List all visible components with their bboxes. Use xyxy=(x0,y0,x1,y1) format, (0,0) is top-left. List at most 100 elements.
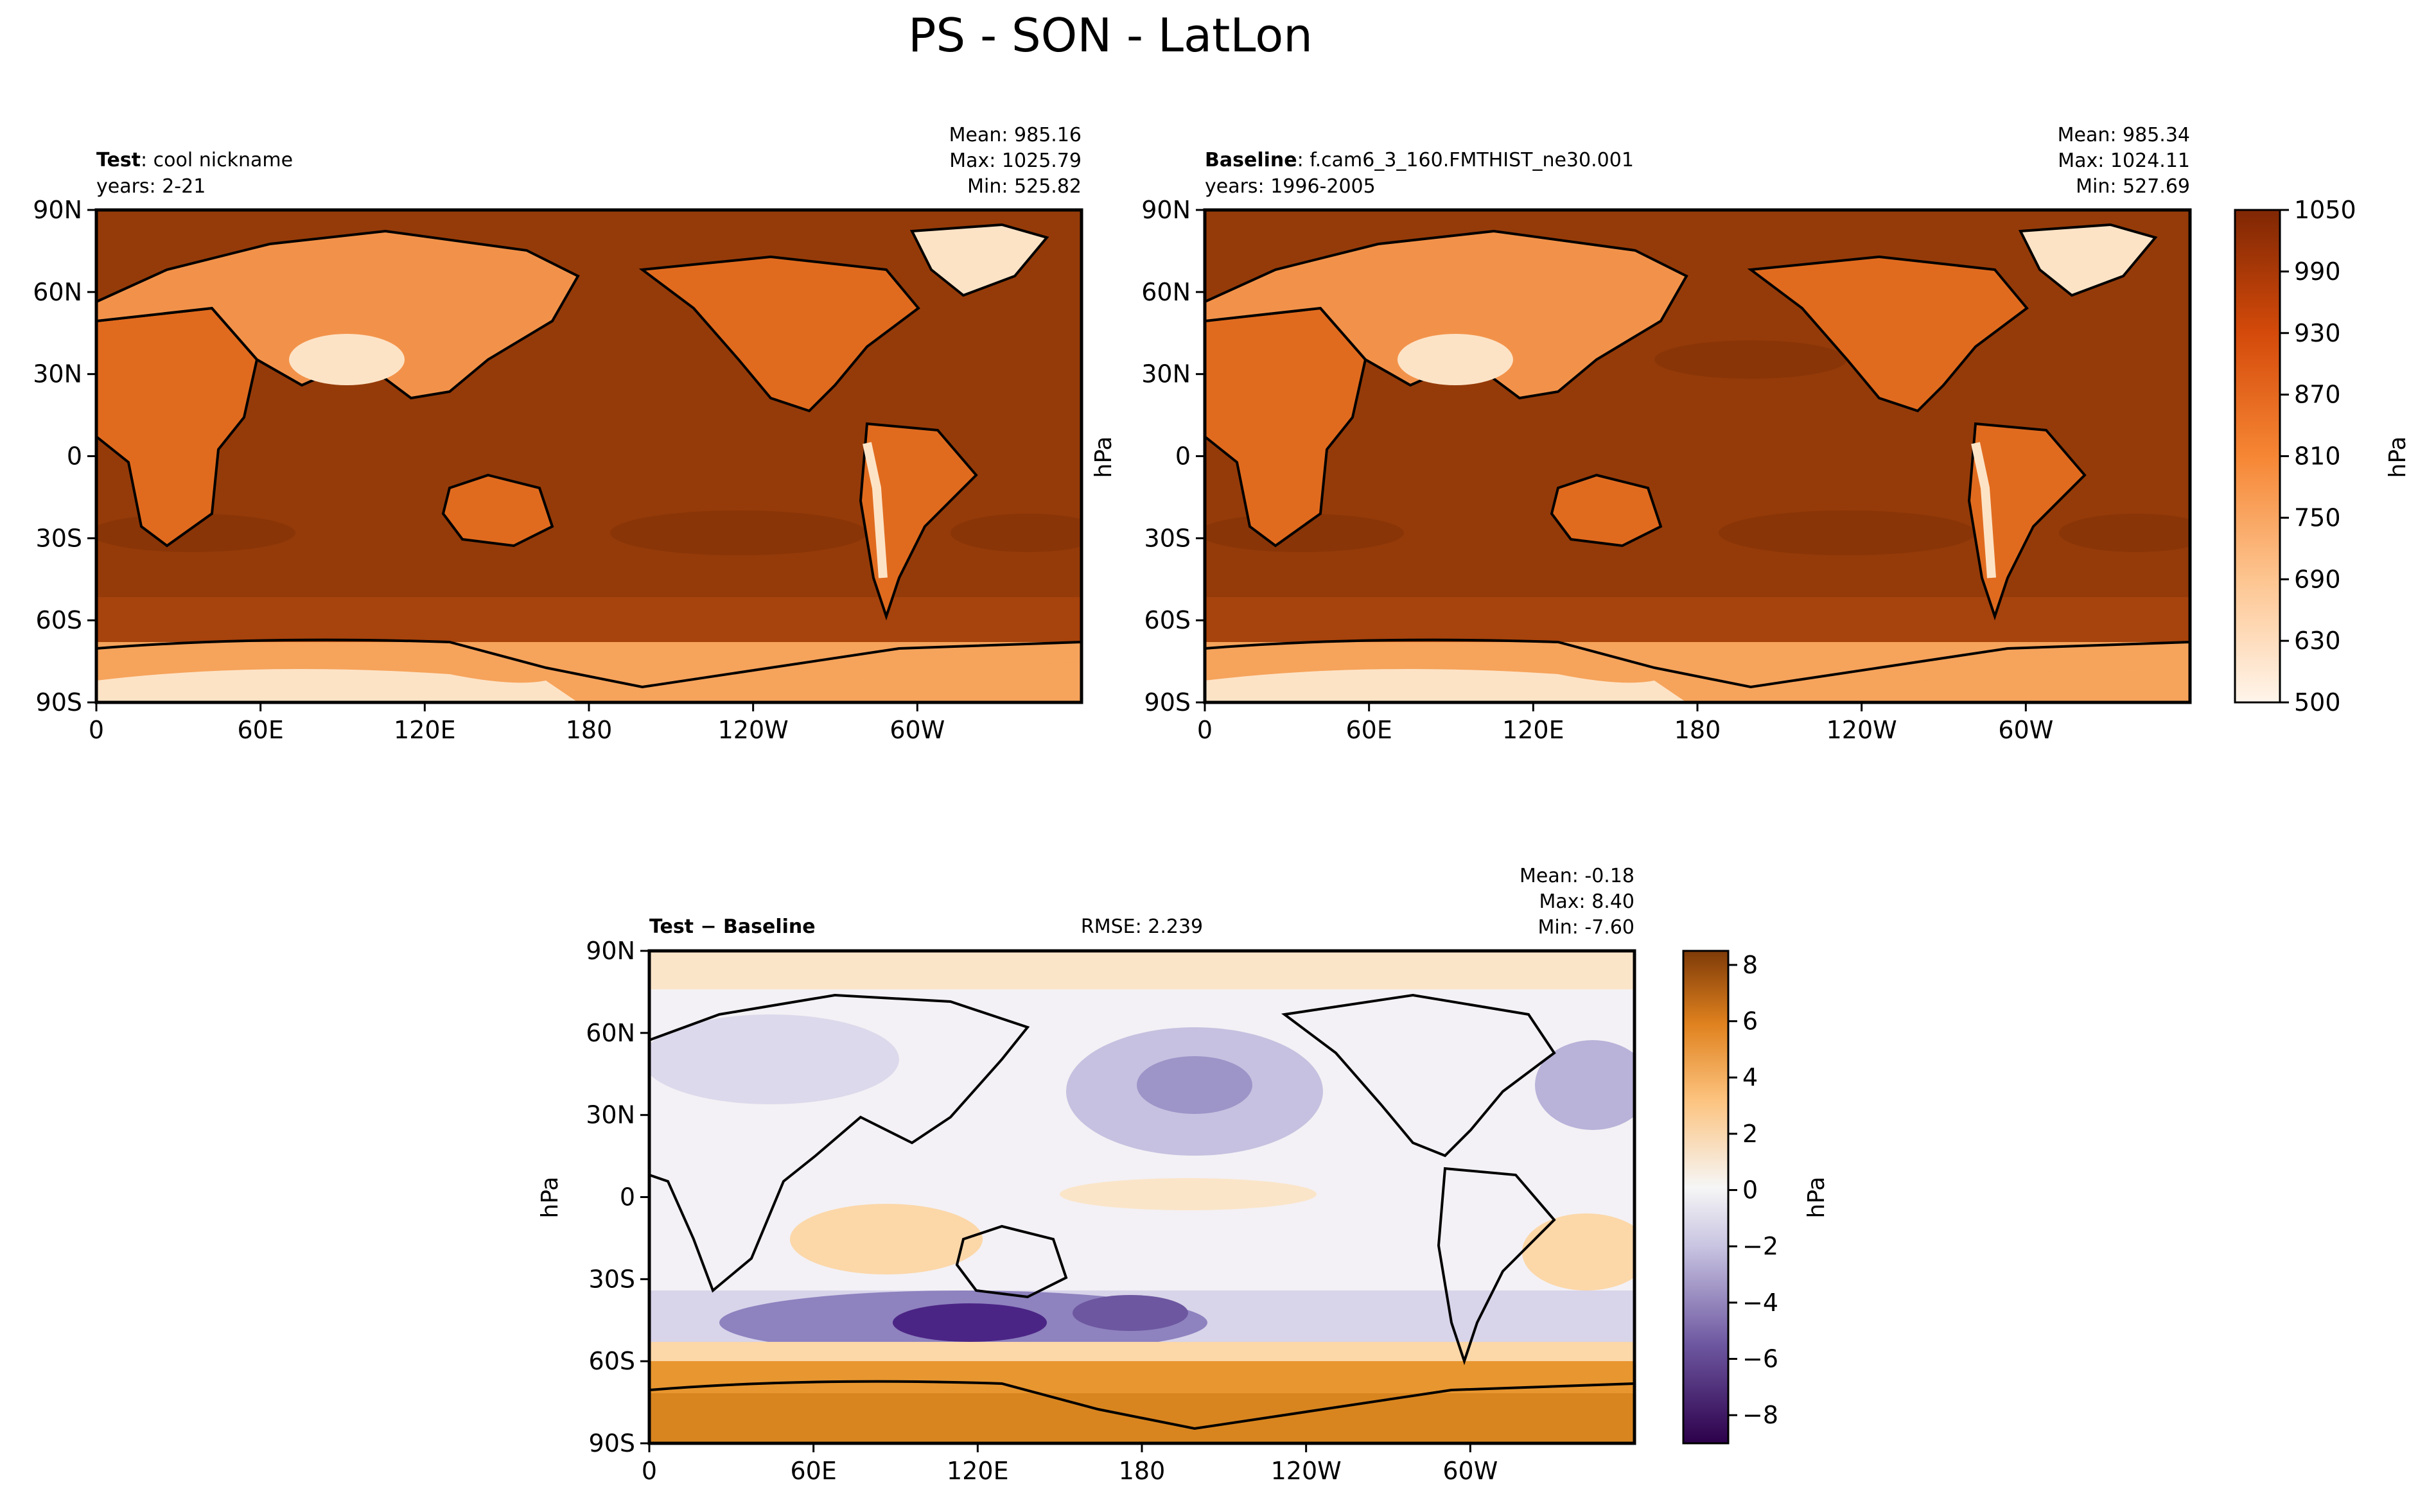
panel-difference-mean: Mean: -0.18 xyxy=(1520,865,1634,887)
y-tick-label: 60S xyxy=(589,1347,635,1375)
low-atlantic xyxy=(1535,1040,1634,1130)
tibetan-plateau xyxy=(1397,334,1513,385)
eurasia-landmass xyxy=(96,229,580,400)
y-tick-label: 90S xyxy=(589,1429,635,1457)
panel-test-map xyxy=(96,210,1082,702)
south-america-landmass xyxy=(1967,422,2087,621)
y-tick-label: 60S xyxy=(1144,606,1191,634)
panel-difference: Test − Baseline RMSE: 2.239 Mean: -0.18 … xyxy=(537,865,1830,1485)
panel-difference-map xyxy=(649,951,1634,1443)
x-tick-label: 180 xyxy=(1119,1457,1166,1485)
colorbar-absolute-ticks: 1050 990 930 870 810 750 690 630 500 xyxy=(2280,196,2356,717)
panel-test-years: years: 2-21 xyxy=(96,175,206,198)
x-tick-label: 120E xyxy=(394,716,456,744)
eurasia-africa-coastline xyxy=(649,993,1030,1293)
antarctica-west xyxy=(1783,661,2190,702)
andes-ridge xyxy=(1971,442,1996,578)
tibetan-plateau xyxy=(289,334,405,385)
panel-difference-rmse: RMSE: 2.239 xyxy=(1081,916,1203,938)
low-north-pacific-core xyxy=(1137,1056,1252,1114)
pressure-high-3 xyxy=(2059,514,2190,552)
y-tick-label: 30S xyxy=(36,524,82,552)
panel-difference-ylabel: hPa xyxy=(537,1177,563,1219)
panel-baseline: Baseline: f.cam6_3_160.FMTHIST_ne30.001 … xyxy=(1091,124,2411,744)
colorbar-tick-label: −2 xyxy=(1742,1232,1778,1260)
y-tick-label: 60N xyxy=(1141,278,1191,306)
panel-test-max: Max: 1025.79 xyxy=(949,150,1082,172)
x-tick-label: 120E xyxy=(947,1457,1009,1485)
north-america-landmass xyxy=(1747,255,2029,413)
panel-test-min: Min: 525.82 xyxy=(967,175,1082,198)
panel-baseline-ylabel: hPa xyxy=(1091,437,1117,478)
x-tick-label: 60E xyxy=(1345,716,1392,744)
southern-low-secondary xyxy=(1073,1295,1188,1331)
colorbar-difference-ticks: 8 6 4 2 0 −2 −4 −6 −8 xyxy=(1728,951,1778,1429)
panel-baseline-mean: Mean: 985.34 xyxy=(2058,124,2190,146)
x-tick-label: 60E xyxy=(790,1457,836,1485)
pressure-high-2 xyxy=(610,510,867,555)
y-tick-label: 90N xyxy=(586,937,635,965)
australia-landmass xyxy=(1550,473,1663,548)
colorbar-absolute-label: hPa xyxy=(2385,437,2411,478)
panel-baseline-years: years: 1996-2005 xyxy=(1205,175,1376,198)
panel-baseline-map xyxy=(1205,210,2190,702)
y-tick-label: 30N xyxy=(33,360,82,388)
high-indian-ocean xyxy=(790,1204,983,1274)
north-america-landmass xyxy=(638,255,920,413)
colorbar-tick-label: 690 xyxy=(2294,565,2341,593)
antarctica-coastline xyxy=(96,638,1082,689)
colorbar-tick-label: −8 xyxy=(1742,1401,1778,1429)
antarctic-plateau xyxy=(96,669,578,702)
colorbar-tick-label: 990 xyxy=(2294,257,2341,286)
greenland-landmass xyxy=(2018,223,2158,297)
arctic-band xyxy=(649,951,1634,989)
y-tick-label: 0 xyxy=(1175,442,1191,471)
colorbar-tick-label: 810 xyxy=(2294,442,2341,471)
panel-difference-label: Test − Baseline xyxy=(649,916,816,938)
panel-baseline-min: Min: 527.69 xyxy=(2076,175,2190,198)
south-america-landmass xyxy=(859,422,978,621)
low-eurasia xyxy=(649,1014,899,1104)
x-tick-label: 0 xyxy=(1197,716,1213,744)
pressure-high-3 xyxy=(951,514,1082,552)
colorbar-difference xyxy=(1682,950,1730,1445)
y-tick-label: 90S xyxy=(36,688,82,717)
y-tick-label: 30N xyxy=(1141,360,1191,388)
panel-difference-axes: 0 60E 120E 180 120W 60W 90N 60N 30N 0 30S 60S 90S xyxy=(586,937,1498,1485)
colorbar-absolute xyxy=(2234,209,2281,704)
greenland-landmass xyxy=(909,223,1049,297)
andes-ridge xyxy=(863,442,888,578)
panel-baseline-axes: 0 60E 120E 180 120W 60W 90N 60N 30N 0 30S 60S 90S xyxy=(1141,196,2053,744)
y-tick-label: 90N xyxy=(33,196,82,224)
antarctic-plateau xyxy=(1205,669,1687,702)
x-tick-label: 120W xyxy=(1271,1457,1342,1485)
colorbar-difference-label: hPa xyxy=(1803,1177,1830,1219)
high-tropical-pacific xyxy=(1060,1178,1317,1210)
colorbar-tick-label: 630 xyxy=(2294,627,2341,655)
panel-difference-min: Min: -7.60 xyxy=(1538,916,1635,939)
colorbar-tick-label: −6 xyxy=(1742,1345,1778,1373)
high-south-atlantic xyxy=(1522,1213,1634,1290)
x-tick-label: 180 xyxy=(1674,716,1721,744)
colorbar-tick-label: 500 xyxy=(2294,688,2341,717)
y-tick-label: 90S xyxy=(1144,688,1191,717)
x-tick-label: 120W xyxy=(718,716,789,744)
south-america-coastline xyxy=(1437,1167,1556,1366)
panel-test-axes: 0 60E 120E 180 120W 60W 90N 60N 30N 0 30S 60S 90S xyxy=(33,196,945,744)
australia-coastline xyxy=(955,1224,1068,1299)
x-tick-label: 120W xyxy=(1827,716,1897,744)
y-tick-label: 0 xyxy=(620,1183,635,1212)
colorbar-tick-label: 870 xyxy=(2294,381,2341,409)
pressure-high-2 xyxy=(1719,510,1976,555)
y-tick-label: 30S xyxy=(589,1265,635,1293)
colorbar-tick-label: 8 xyxy=(1742,951,1758,979)
x-tick-label: 60W xyxy=(1998,716,2053,744)
colorbar-tick-label: 0 xyxy=(1742,1176,1758,1204)
y-tick-label: 60N xyxy=(33,278,82,306)
antarctica-coastline xyxy=(649,1380,1634,1430)
eurasia-landmass xyxy=(1205,229,1688,400)
x-tick-label: 120E xyxy=(1502,716,1564,744)
colorbar-tick-label: 1050 xyxy=(2294,196,2356,224)
x-tick-label: 180 xyxy=(566,716,613,744)
